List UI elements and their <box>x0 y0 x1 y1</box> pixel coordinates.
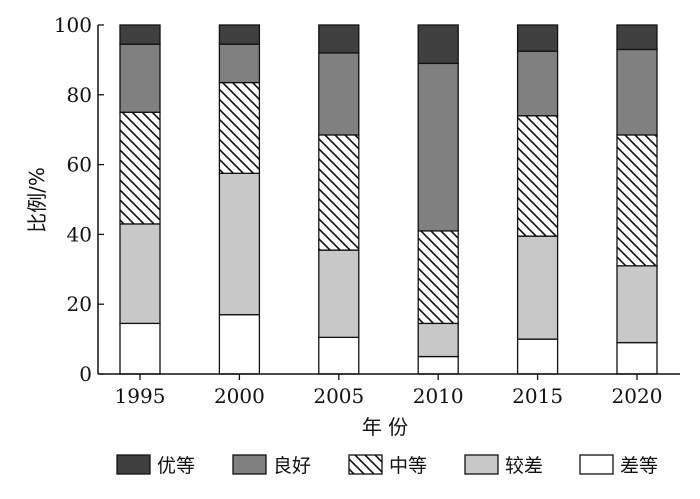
legend-label-差等: 差等 <box>620 455 658 477</box>
legend-swatch-差等 <box>579 454 614 475</box>
legend-label-较差: 较差 <box>505 455 543 477</box>
y-tick-label: 0 <box>79 362 92 386</box>
bar-segment-中等-2010 <box>417 230 459 325</box>
bar-segment-差等-2005 <box>318 336 360 375</box>
bar-segment-较差-1995 <box>119 223 161 325</box>
bar-segment-中等-2005 <box>318 134 360 251</box>
bar-segment-较差-2000 <box>218 172 261 316</box>
bar-segment-中等-2000 <box>218 81 261 174</box>
y-tick-label: 40 <box>67 222 92 246</box>
legend-label-中等: 中等 <box>389 455 427 477</box>
legend-label-良好: 良好 <box>273 455 311 477</box>
y-tick-label: 100 <box>54 13 92 37</box>
y-tick-label: 80 <box>67 83 92 107</box>
bar-segment-较差-2010 <box>417 322 459 358</box>
y-tick-label: 20 <box>67 292 92 316</box>
bar-segment-差等-2010 <box>417 355 459 375</box>
bar-segment-中等-2020 <box>616 134 658 267</box>
x-tick-label: 2010 <box>413 384 464 408</box>
bar-segment-优等-2010 <box>417 24 459 65</box>
x-tick-label: 2000 <box>214 384 265 408</box>
x-tick-label: 1995 <box>115 384 166 408</box>
y-axis-title: 比例/% <box>25 167 49 233</box>
bar-segment-差等-2015 <box>516 338 559 375</box>
bar-segment-优等-2015 <box>516 24 559 52</box>
bar-segment-优等-2020 <box>616 24 658 51</box>
bar-segment-中等-2015 <box>516 115 559 237</box>
bar-segment-差等-2020 <box>616 341 658 375</box>
bar-segment-差等-1995 <box>119 322 161 375</box>
bar-segment-差等-2000 <box>218 314 261 375</box>
bar-segment-中等-1995 <box>119 111 161 225</box>
legend-swatch-优等 <box>116 454 151 475</box>
legend-swatch-良好 <box>232 454 267 475</box>
legend-label-优等: 优等 <box>157 455 195 477</box>
x-axis-title: 年 份 <box>362 415 408 439</box>
bar-segment-良好-2005 <box>318 52 360 136</box>
x-tick-label: 2015 <box>512 384 563 408</box>
legend-swatch-较差 <box>464 454 499 475</box>
bar-segment-较差-2020 <box>616 265 658 344</box>
bar-segment-良好-2000 <box>218 43 261 84</box>
bar-segment-良好-2015 <box>516 50 559 117</box>
x-tick-label: 2020 <box>612 384 663 408</box>
legend-swatch-中等 <box>348 454 383 475</box>
bar-segment-较差-2015 <box>516 235 559 340</box>
x-tick-label: 2005 <box>313 384 364 408</box>
plot-area: 1995 2000 2005 2010 2015 2020 0 20 40 60 80 100 <box>54 13 680 408</box>
legend: 优等 良好 中等 较差 差等 <box>116 454 658 477</box>
bar-segment-良好-2020 <box>616 48 658 136</box>
bar-segment-较差-2005 <box>318 249 360 339</box>
bar-segment-优等-1995 <box>119 24 161 45</box>
bar-segment-优等-2000 <box>218 24 261 45</box>
bar-segment-良好-1995 <box>119 43 161 113</box>
y-tick-label: 60 <box>67 153 92 177</box>
bar-segment-良好-2010 <box>417 62 459 232</box>
bar-segment-优等-2005 <box>318 24 360 54</box>
